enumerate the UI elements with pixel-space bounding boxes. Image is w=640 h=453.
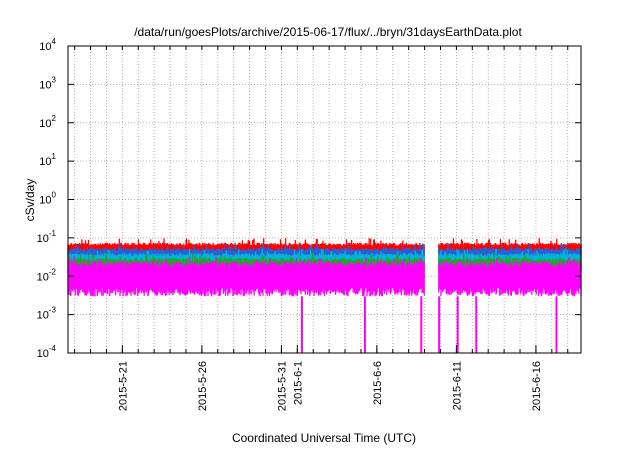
frame-layer: [67, 45, 582, 354]
y-tick-label: 101: [39, 152, 56, 168]
y-tick-label: 100: [39, 191, 56, 207]
plot-frame: [67, 45, 582, 354]
x-tick-label: 2015-6-6: [372, 361, 384, 405]
y-tick-label: 10-2: [37, 267, 57, 283]
y-tick-label: 103: [39, 75, 56, 91]
x-axis-title: Coordinated Universal Time (UTC): [232, 431, 416, 445]
y-axis-title: cSv/day: [23, 179, 37, 222]
y-tick-label: 10-1: [37, 229, 57, 245]
x-tick-label: 2015-6-1: [292, 361, 304, 405]
y-tick-label: 10-4: [37, 344, 57, 360]
y-tick-label: 102: [39, 114, 56, 130]
x-tick-label: 2015-5-26: [197, 361, 209, 411]
x-tick-labels: 2015-5-21 2015-5-26 2015-5-31 2015-6-1 2015-…: [117, 361, 543, 411]
x-tick-label: 2015-6-16: [531, 361, 543, 411]
y-tick-label: 104: [39, 37, 56, 53]
x-tick-label: 2015-5-31: [276, 361, 288, 411]
x-tick-label: 2015-5-21: [117, 361, 129, 411]
grid-layer: [68, 45, 581, 354]
y-tick-labels: 10-4 10-3 10-2 10-1 100 101 102 103 104: [37, 37, 57, 360]
chart-title: /data/run/goesPlots/archive/2015-06-17/f…: [134, 25, 522, 39]
x-tick-label: 2015-6-11: [451, 361, 463, 410]
y-tick-label: 10-3: [37, 306, 57, 322]
